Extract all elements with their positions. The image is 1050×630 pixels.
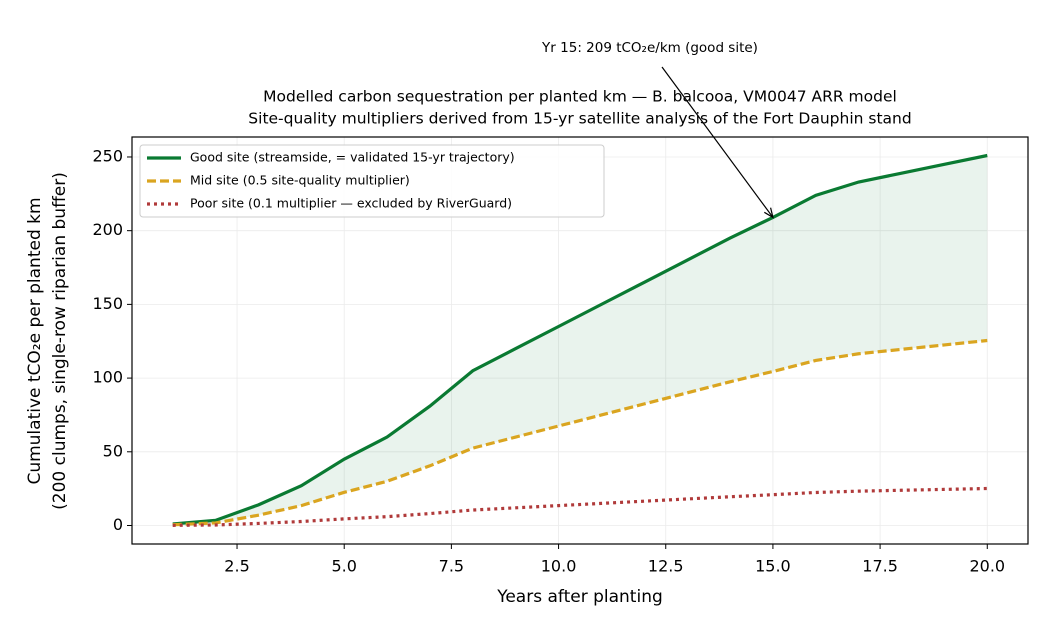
x-tick-label: 7.5 bbox=[439, 557, 464, 576]
y-tick-label: 100 bbox=[92, 368, 123, 387]
annotation-arrowhead bbox=[764, 207, 774, 219]
x-tick-label: 12.5 bbox=[648, 557, 684, 576]
y-tick-label: 50 bbox=[103, 441, 123, 460]
chart-subtitle: Site-quality multipliers derived from 15… bbox=[248, 110, 911, 128]
x-tick-label: 17.5 bbox=[862, 557, 898, 576]
legend-label: Good site (streamside, = validated 15-yr… bbox=[190, 150, 515, 165]
fill-between bbox=[172, 155, 988, 525]
series-line bbox=[172, 338, 988, 527]
plot-frame bbox=[131, 136, 1029, 545]
chart-title: Modelled carbon sequestration per plante… bbox=[263, 88, 897, 106]
y-tick-label: 0 bbox=[113, 515, 123, 534]
x-tick-label: 5.0 bbox=[331, 557, 356, 576]
legend-label: Mid site (0.5 site-quality multiplier) bbox=[190, 173, 410, 188]
legend-label: Poor site (0.1 multiplier — excluded by … bbox=[190, 196, 512, 211]
x-tick-label: 20.0 bbox=[969, 557, 1005, 576]
y-tick-label: 150 bbox=[92, 294, 123, 313]
annotation-arrow bbox=[661, 66, 774, 218]
y-axis-label: (200 clumps, single-row riparian buffer) bbox=[50, 172, 70, 510]
y-axis-label: Cumulative tCO₂e per planted km bbox=[25, 197, 45, 484]
series-line bbox=[172, 486, 988, 527]
y-tick-label: 200 bbox=[92, 220, 123, 239]
y-tick-label: 250 bbox=[92, 146, 123, 165]
x-axis-label: Years after planting bbox=[496, 587, 663, 607]
x-tick-label: 10.0 bbox=[541, 557, 577, 576]
annotation: Yr 15: 209 tCO₂e/km (good site) bbox=[541, 40, 758, 56]
x-tick-label: 15.0 bbox=[755, 557, 791, 576]
series-line bbox=[172, 153, 988, 526]
x-tick-label: 2.5 bbox=[224, 557, 249, 576]
legend-box bbox=[139, 144, 605, 218]
